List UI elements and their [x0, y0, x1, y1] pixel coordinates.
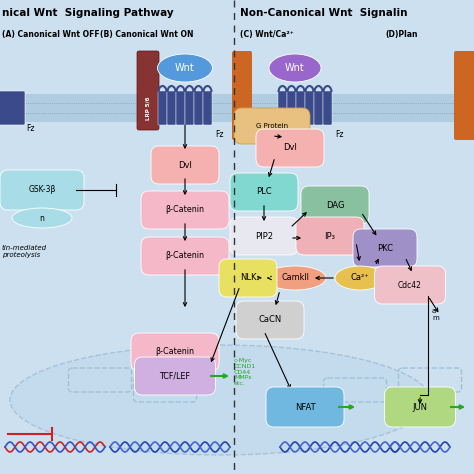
FancyBboxPatch shape: [278, 91, 287, 125]
FancyBboxPatch shape: [141, 237, 229, 275]
Text: JUN: JUN: [412, 402, 428, 411]
FancyBboxPatch shape: [176, 91, 185, 125]
FancyBboxPatch shape: [296, 217, 364, 255]
FancyBboxPatch shape: [301, 186, 369, 224]
Ellipse shape: [264, 266, 326, 290]
FancyBboxPatch shape: [185, 91, 194, 125]
Text: G Protein: G Protein: [256, 123, 288, 129]
Text: TCF/LEF: TCF/LEF: [159, 372, 191, 381]
Text: Fz: Fz: [26, 124, 35, 133]
FancyBboxPatch shape: [314, 91, 323, 125]
Text: CamkII: CamkII: [281, 273, 309, 283]
Text: DAG: DAG: [326, 201, 344, 210]
FancyBboxPatch shape: [287, 91, 296, 125]
FancyBboxPatch shape: [323, 91, 332, 125]
FancyBboxPatch shape: [230, 217, 298, 255]
FancyBboxPatch shape: [137, 51, 159, 130]
FancyBboxPatch shape: [236, 301, 304, 339]
Text: Non-Canonical Wnt  Signalin: Non-Canonical Wnt Signalin: [240, 8, 408, 18]
Text: (A) Canonical Wnt OFF: (A) Canonical Wnt OFF: [2, 30, 100, 39]
FancyBboxPatch shape: [454, 51, 474, 140]
Ellipse shape: [335, 266, 385, 290]
Text: Fz: Fz: [335, 130, 344, 139]
Text: IP₃: IP₃: [325, 231, 336, 240]
Text: CaCN: CaCN: [258, 316, 282, 325]
Text: Wnt: Wnt: [175, 63, 195, 73]
FancyBboxPatch shape: [234, 108, 310, 144]
Text: Wnt: Wnt: [285, 63, 305, 73]
Text: PKC: PKC: [377, 244, 393, 253]
FancyBboxPatch shape: [256, 129, 324, 167]
FancyBboxPatch shape: [266, 387, 344, 427]
FancyBboxPatch shape: [141, 191, 229, 229]
FancyBboxPatch shape: [296, 91, 305, 125]
FancyBboxPatch shape: [0, 91, 25, 125]
FancyBboxPatch shape: [219, 259, 277, 297]
FancyBboxPatch shape: [230, 173, 298, 211]
FancyBboxPatch shape: [305, 91, 314, 125]
Text: Cdc42: Cdc42: [398, 281, 422, 290]
FancyBboxPatch shape: [232, 51, 252, 140]
Text: Dvl: Dvl: [178, 161, 192, 170]
FancyBboxPatch shape: [131, 333, 219, 371]
Text: (B) Canonical Wnt ON: (B) Canonical Wnt ON: [100, 30, 193, 39]
Text: NLK: NLK: [240, 273, 256, 283]
Ellipse shape: [157, 54, 212, 82]
Text: GSK-3β: GSK-3β: [28, 185, 55, 194]
Ellipse shape: [12, 208, 72, 228]
Text: LRP 5/6: LRP 5/6: [146, 96, 151, 120]
Text: c-Myc
CCND1
CD44
MMPs
etc.: c-Myc CCND1 CD44 MMPs etc.: [234, 358, 256, 386]
Text: a
m: a m: [432, 308, 439, 321]
FancyBboxPatch shape: [384, 387, 456, 427]
FancyBboxPatch shape: [353, 229, 417, 267]
Text: β-Catenin: β-Catenin: [155, 347, 194, 356]
Text: β-Catenin: β-Catenin: [165, 252, 204, 261]
FancyBboxPatch shape: [203, 91, 212, 125]
FancyBboxPatch shape: [135, 357, 216, 395]
FancyBboxPatch shape: [374, 266, 446, 304]
FancyBboxPatch shape: [151, 146, 219, 184]
Text: Fz: Fz: [215, 130, 224, 139]
FancyBboxPatch shape: [0, 170, 84, 210]
Ellipse shape: [269, 54, 321, 82]
FancyBboxPatch shape: [167, 91, 176, 125]
Text: (C) Wnt/Ca²⁺: (C) Wnt/Ca²⁺: [240, 30, 294, 39]
Text: PLC: PLC: [256, 188, 272, 197]
Bar: [0, 94, 474, 122]
Text: Dvl: Dvl: [283, 144, 297, 153]
Text: tin-mediated
proteolysis: tin-mediated proteolysis: [2, 245, 47, 258]
Text: n: n: [39, 213, 45, 222]
Text: NFAT: NFAT: [295, 402, 315, 411]
Text: (D)Plan: (D)Plan: [385, 30, 418, 39]
Text: PIP2: PIP2: [255, 231, 273, 240]
Ellipse shape: [10, 345, 430, 455]
Text: nical Wnt  Signaling Pathway: nical Wnt Signaling Pathway: [2, 8, 173, 18]
Text: Ca²⁺: Ca²⁺: [351, 273, 369, 283]
FancyBboxPatch shape: [158, 91, 167, 125]
FancyBboxPatch shape: [194, 91, 203, 125]
Text: β-Catenin: β-Catenin: [165, 206, 204, 215]
